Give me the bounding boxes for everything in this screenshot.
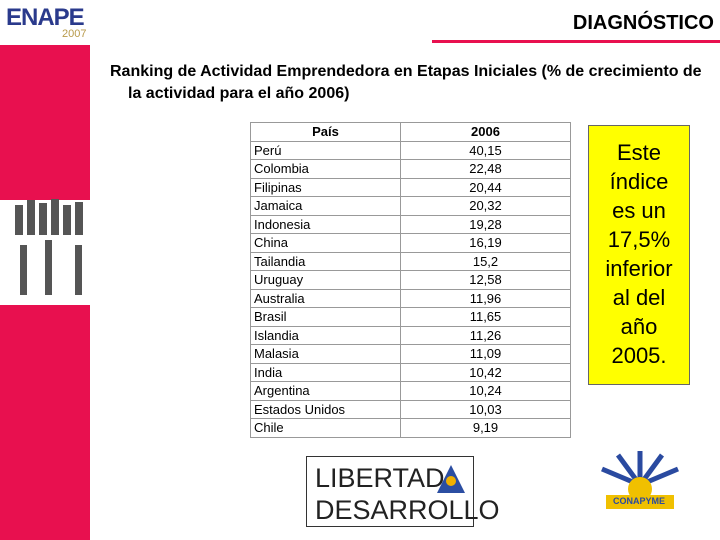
country-cell: Argentina <box>250 381 401 401</box>
value-cell: 10,24 <box>400 381 571 401</box>
value-cell: 11,09 <box>400 344 571 364</box>
pink-band <box>0 45 90 200</box>
country-cell: China <box>250 233 401 253</box>
title: DIAGNÓSTICO <box>572 12 714 34</box>
value-cell: 9,19 <box>400 418 571 438</box>
table-row: Perú 40,15 <box>250 140 571 160</box>
callout-line: Este <box>616 140 662 165</box>
callout-line: índice <box>609 169 669 194</box>
value-cell: 12,58 <box>400 270 571 290</box>
people-illustration <box>15 199 83 295</box>
country-cell: Chile <box>250 418 401 438</box>
country-cell: Perú <box>250 140 401 160</box>
table-row: China 16,19 <box>250 233 571 253</box>
value-cell: 20,32 <box>400 196 571 216</box>
title-rule <box>432 40 720 43</box>
table-row: India 10,42 <box>250 362 571 382</box>
country-cell: Estados Unidos <box>250 399 401 419</box>
value-cell: 22,48 <box>400 159 571 179</box>
value-cell: 10,03 <box>400 399 571 419</box>
column-header: 2006 <box>400 122 571 142</box>
logo-text: CONAPYME <box>612 496 665 506</box>
country-cell: Australia <box>250 288 401 308</box>
country-cell: Jamaica <box>250 196 401 216</box>
table-row: Chile 9,19 <box>250 418 571 438</box>
table-row: Estados Unidos 10,03 <box>250 399 571 419</box>
callout-box: Este índice es un 17,5% inferior al del año 200… <box>588 125 690 385</box>
country-cell: Filipinas <box>250 177 401 197</box>
table-row: Filipinas 20,44 <box>250 177 571 197</box>
value-cell: 20,44 <box>400 177 571 197</box>
table-row: Islandia 11,26 <box>250 325 571 345</box>
ranking-table: País 2006 Perú 40,15 Colombia 22,48 Filipinas… <box>250 122 571 438</box>
column-header: País <box>250 122 401 142</box>
conapyme-emblem <box>601 451 679 509</box>
table-row: Indonesia 19,28 <box>250 214 571 234</box>
country-cell: Tailandia <box>250 251 401 271</box>
value-cell: 11,65 <box>400 307 571 327</box>
value-cell: 40,15 <box>400 140 571 160</box>
value-cell: 19,28 <box>400 214 571 234</box>
value-cell: 16,19 <box>400 233 571 253</box>
table-row: Argentina 10,24 <box>250 381 571 401</box>
table-row: Malasia 11,09 <box>250 344 571 364</box>
pink-band <box>0 305 90 540</box>
table-row: Brasil 11,65 <box>250 307 571 327</box>
logo-year: 2007 <box>62 28 87 40</box>
callout-line: al del <box>612 285 666 310</box>
country-cell: Colombia <box>250 159 401 179</box>
country-cell: Uruguay <box>250 270 401 290</box>
country-cell: Islandia <box>250 325 401 345</box>
value-cell: 15,2 <box>400 251 571 271</box>
value-cell: 11,96 <box>400 288 571 308</box>
value-cell: 10,42 <box>400 362 571 382</box>
logo-text: DESARROLLO <box>315 495 500 525</box>
logo-text: LIBERTAD <box>315 463 445 493</box>
callout-line: 2005. <box>611 343 667 368</box>
lyd-emblem <box>437 465 465 493</box>
country-cell: Brasil <box>250 307 401 327</box>
subtitle: Ranking de Actividad Emprendedora en Eta… <box>110 63 702 102</box>
callout-line: es un <box>612 198 666 223</box>
logo-text: ENAPE <box>6 4 85 31</box>
table-row: Colombia 22,48 <box>250 159 571 179</box>
country-cell: Indonesia <box>250 214 401 234</box>
callout-line: año <box>620 314 658 339</box>
lyd-logo: LIBERTAD DESARROLLO <box>306 456 500 527</box>
callout-line: inferior <box>605 256 673 281</box>
table-row: Australia 11,96 <box>250 288 571 308</box>
table-row: Tailandia 15,2 <box>250 251 571 271</box>
country-cell: India <box>250 362 401 382</box>
callout-line: 17,5% <box>607 227 671 252</box>
value-cell: 11,26 <box>400 325 571 345</box>
table-row: Jamaica 20,32 <box>250 196 571 216</box>
table-row: Uruguay 12,58 <box>250 270 571 290</box>
country-cell: Malasia <box>250 344 401 364</box>
